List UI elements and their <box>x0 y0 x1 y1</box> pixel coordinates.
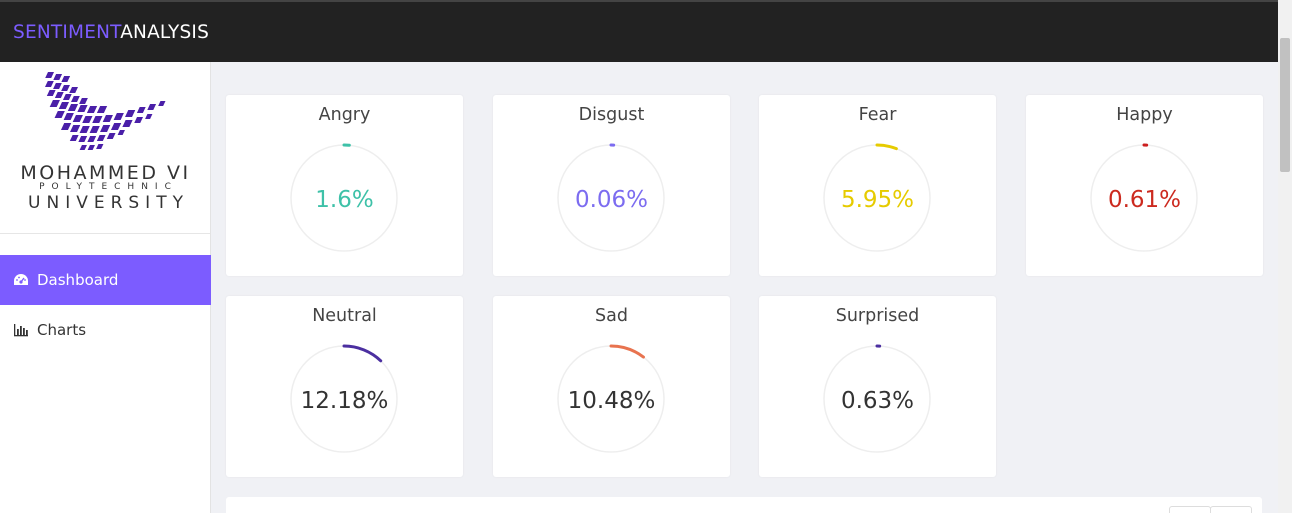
top-navbar: SENTIMENTANALYSIS <box>0 0 1278 62</box>
logo-text-line3: UNIVERSITY <box>28 193 189 213</box>
emotion-card-angry: Angry 1.6% <box>226 95 463 276</box>
panel-button[interactable] <box>1169 506 1211 513</box>
emotion-percentage: 1.6% <box>315 187 374 213</box>
emotion-card-title: Angry <box>318 105 371 125</box>
brand-part-analysis: ANALYSIS <box>120 21 210 43</box>
emotion-card-title: Neutral <box>312 306 377 326</box>
progress-arc <box>609 344 645 359</box>
progress-ring <box>557 143 665 252</box>
dashboard-content: Angry 1.6% Disgust 0.06% Fear 5.95% Happ… <box>212 62 1278 513</box>
emotion-percentage: 10.48% <box>567 388 656 414</box>
page-scrollbar[interactable] <box>1278 0 1292 513</box>
scrollbar-thumb[interactable] <box>1280 38 1290 172</box>
sidebar: MOHAMMED VI POLYTECHNIC UNIVERSITY Dashb… <box>0 62 211 513</box>
emotion-card-title: Fear <box>858 105 897 125</box>
sidebar-item-charts[interactable]: Charts <box>0 305 211 355</box>
dashboard-icon <box>14 274 28 285</box>
emotion-card-title: Sad <box>595 306 628 326</box>
sidebar-item-dashboard[interactable]: Dashboard <box>0 255 211 305</box>
emotion-card-title: Happy <box>1116 105 1173 125</box>
progress-ring <box>290 143 398 252</box>
emotion-card-happy: Happy 0.61% <box>1026 95 1263 276</box>
progress-ring <box>823 344 931 453</box>
brand-part-sentiment: SENTIMENT <box>13 21 121 43</box>
emotion-card-fear: Fear 5.95% <box>759 95 996 276</box>
emotion-card-sad: Sad 10.48% <box>493 296 730 477</box>
emotion-card-surprised: Surprised 0.63% <box>759 296 996 477</box>
progress-ring <box>290 344 398 453</box>
panel-button[interactable] <box>1210 506 1252 513</box>
emotion-percentage: 5.95% <box>840 187 915 213</box>
sidebar-item-label: Charts <box>37 321 87 339</box>
emotion-percentage: 12.18% <box>300 388 389 414</box>
progress-arc <box>342 344 383 363</box>
emotion-card-disgust: Disgust 0.06% <box>493 95 730 276</box>
emotion-card-title: Disgust <box>578 105 645 125</box>
progress-ring <box>1090 143 1198 252</box>
chart-panel <box>226 497 1262 513</box>
progress-arc <box>875 143 898 151</box>
sidebar-item-label: Dashboard <box>37 271 119 289</box>
emotion-card-title: Surprised <box>835 306 920 326</box>
university-emblem-icon <box>45 72 166 150</box>
logo-text-line2: POLYTECHNIC <box>39 182 178 192</box>
app-brand[interactable]: SENTIMENTANALYSIS <box>13 22 209 43</box>
progress-ring <box>557 344 665 453</box>
progress-ring <box>823 143 931 252</box>
emotion-percentage: 0.63% <box>840 388 915 414</box>
bar-chart-icon <box>14 324 28 337</box>
logo-text-line1: MOHAMMED VI <box>20 162 191 184</box>
emotion-card-neutral: Neutral 12.18% <box>226 296 463 477</box>
university-logo: MOHAMMED VI POLYTECHNIC UNIVERSITY <box>0 62 210 234</box>
emotion-percentage: 0.61% <box>1107 187 1182 213</box>
emotion-percentage: 0.06% <box>574 187 649 213</box>
